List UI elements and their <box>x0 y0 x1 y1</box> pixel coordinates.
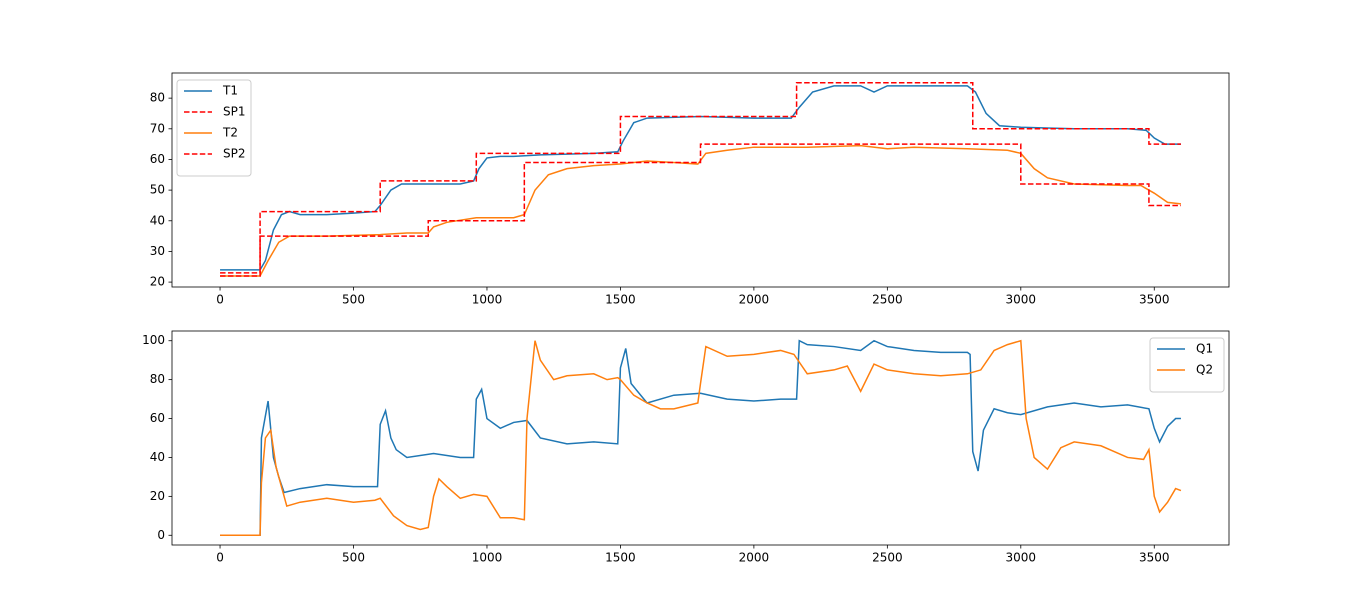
legend-box <box>176 79 252 177</box>
y-tick-label: 50 <box>150 183 165 197</box>
series-line <box>220 85 1181 271</box>
legend-label: Q1 <box>1196 342 1213 356</box>
x-tick-label: 0 <box>216 293 224 307</box>
x-tick-label: 0 <box>216 551 224 565</box>
legend-label: T2 <box>222 126 238 140</box>
legend-box <box>1149 337 1225 393</box>
y-tick-label: 60 <box>150 152 165 166</box>
x-tick-label: 3000 <box>1006 551 1037 565</box>
series-line <box>220 339 1181 537</box>
x-tick-label: 1000 <box>472 293 503 307</box>
x-tick-label: 500 <box>342 551 365 565</box>
x-tick-label: 1500 <box>605 293 636 307</box>
x-tick-label: 2500 <box>872 293 903 307</box>
y-tick-label: 60 <box>150 411 165 425</box>
x-tick-label: 3500 <box>1139 293 1170 307</box>
y-tick-label: 70 <box>150 121 165 135</box>
legend-label: Q2 <box>1196 363 1213 377</box>
y-tick-label: 30 <box>150 244 165 258</box>
x-tick-label: 3000 <box>1006 293 1037 307</box>
x-tick-label: 2500 <box>872 551 903 565</box>
y-tick-label: 0 <box>157 528 165 542</box>
series-line <box>220 82 1181 274</box>
y-tick-label: 80 <box>150 91 165 105</box>
axes-frame <box>171 330 1230 546</box>
x-tick-label: 2000 <box>739 551 770 565</box>
x-tick-label: 3500 <box>1139 551 1170 565</box>
y-tick-label: 100 <box>142 333 165 347</box>
series-line <box>220 144 1182 277</box>
y-tick-label: 80 <box>150 372 165 386</box>
x-tick-label: 500 <box>342 293 365 307</box>
x-tick-label: 1000 <box>472 551 503 565</box>
axes-frame <box>171 72 1230 288</box>
legend-label: SP2 <box>223 147 246 161</box>
y-tick-label: 20 <box>150 275 165 289</box>
legend-label: T1 <box>222 84 238 98</box>
legend-label: SP1 <box>223 105 246 119</box>
series-line <box>220 143 1181 277</box>
x-tick-label: 2000 <box>739 293 770 307</box>
y-tick-label: 40 <box>150 213 165 227</box>
x-tick-label: 1500 <box>605 551 636 565</box>
y-tick-label: 40 <box>150 450 165 464</box>
y-tick-label: 20 <box>150 489 165 503</box>
series-line <box>220 339 1182 537</box>
